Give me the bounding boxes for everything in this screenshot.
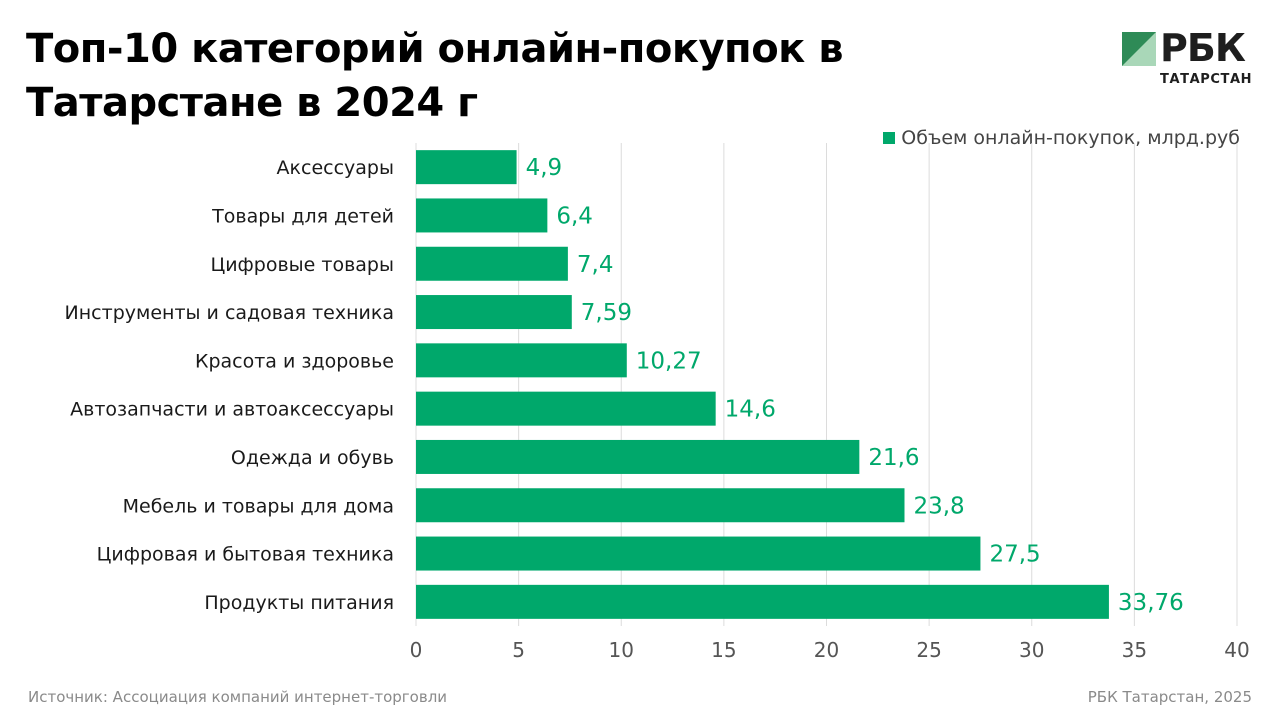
data-label: 14,6 xyxy=(725,397,776,423)
bar xyxy=(416,584,1109,619)
bar xyxy=(416,488,905,523)
logo-name: РБК xyxy=(1160,26,1246,70)
category-label: Автозапчасти и автоаксессуары xyxy=(70,399,394,421)
data-label: 10,27 xyxy=(636,348,702,374)
bar xyxy=(416,246,568,281)
bar xyxy=(416,536,981,571)
x-tick-label: 30 xyxy=(1019,638,1044,662)
x-tick-label: 10 xyxy=(609,638,634,662)
x-tick-label: 15 xyxy=(711,638,736,662)
category-label: Цифровые товары xyxy=(210,254,394,276)
data-label: 33,76 xyxy=(1118,590,1184,616)
x-tick-label: 25 xyxy=(916,638,941,662)
x-tick-label: 5 xyxy=(512,638,525,662)
data-label: 7,4 xyxy=(577,252,614,278)
bar xyxy=(416,198,548,233)
category-label: Аксессуары xyxy=(277,157,394,179)
chart-title-line-1: Топ-10 категорий онлайн-покупок в xyxy=(26,26,844,72)
legend: Объем онлайн-покупок, млрд.руб xyxy=(883,127,1240,149)
bar xyxy=(416,439,860,474)
category-label: Мебель и товары для дома xyxy=(123,495,394,517)
data-label: 6,4 xyxy=(556,203,593,229)
category-label: Красота и здоровье xyxy=(195,350,394,372)
bar xyxy=(416,343,627,378)
data-label: 23,8 xyxy=(913,493,964,519)
legend-swatch xyxy=(883,132,896,144)
x-tick-label: 0 xyxy=(410,638,423,662)
chart-title-line-2: Татарстане в 2024 г xyxy=(26,80,478,126)
source-note: Источник: Ассоциация компаний интернет-т… xyxy=(28,688,448,706)
category-label: Цифровая и бытовая техника xyxy=(97,544,394,566)
rbc-logo: РБК ТАТАРСТАН xyxy=(1122,26,1253,92)
bar-chart: 0 5 10 15 20 25 30 35 40 Аксессуары 4,9 Товары для … xyxy=(65,143,1250,662)
category-label: Одежда и обувь xyxy=(231,447,394,469)
x-tick-label: 40 xyxy=(1224,638,1249,662)
data-label: 4,9 xyxy=(526,155,563,181)
bar xyxy=(416,391,716,426)
rbc-logo-mark-icon xyxy=(1122,32,1156,66)
data-label: 7,59 xyxy=(581,300,632,326)
legend-label: Объем онлайн-покупок, млрд.руб xyxy=(901,127,1240,149)
credit-note: РБК Татарстан, 2025 xyxy=(1087,688,1252,706)
bar xyxy=(416,150,517,185)
logo-region: ТАТАРСТАН xyxy=(1160,72,1253,87)
category-label: Товары для детей xyxy=(211,205,394,227)
bar xyxy=(416,295,572,330)
data-label: 27,5 xyxy=(989,542,1040,568)
category-label: Продукты питания xyxy=(204,592,394,614)
chart-title: Топ-10 категорий онлайн-покупок в Татарс… xyxy=(26,22,926,130)
data-label: 21,6 xyxy=(868,445,919,471)
category-label: Инструменты и садовая техника xyxy=(65,302,394,324)
x-tick-label: 20 xyxy=(814,638,839,662)
x-tick-label: 35 xyxy=(1122,638,1147,662)
